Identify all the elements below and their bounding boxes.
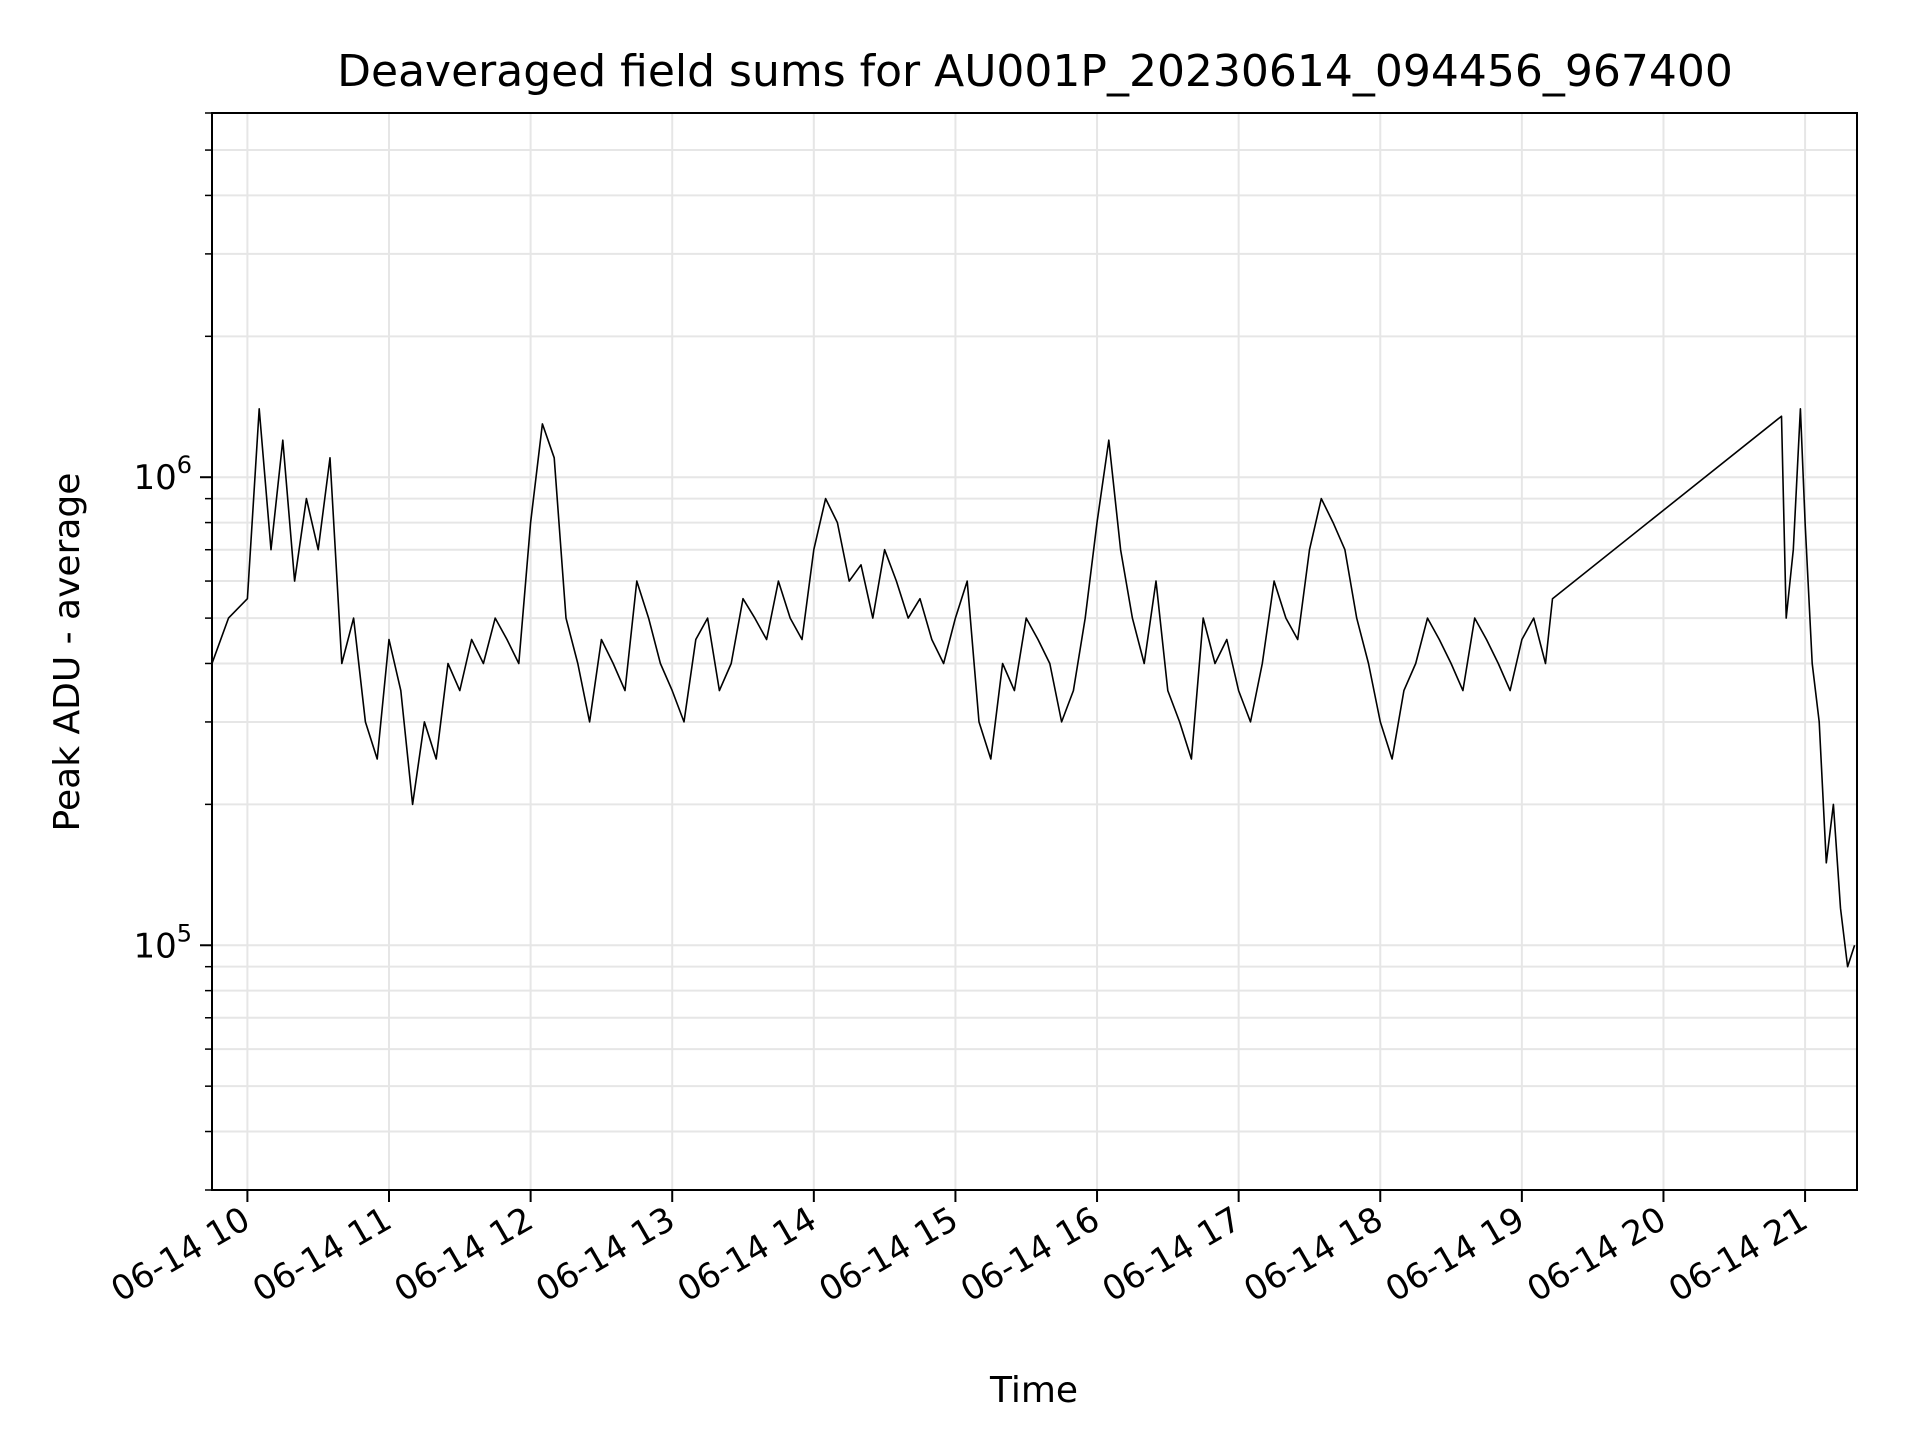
y-tick-label: 105 [133,919,192,966]
y-axis-label: Peak ADU - average [47,473,88,832]
x-axis-label: Time [989,1370,1078,1411]
y-tick-label: 106 [133,451,192,498]
data-line [211,407,1856,968]
plot-frame [211,112,1858,1191]
data-layer [211,407,1856,968]
chart-title: Deaveraged field sums for AU001P_2023061… [337,46,1733,97]
